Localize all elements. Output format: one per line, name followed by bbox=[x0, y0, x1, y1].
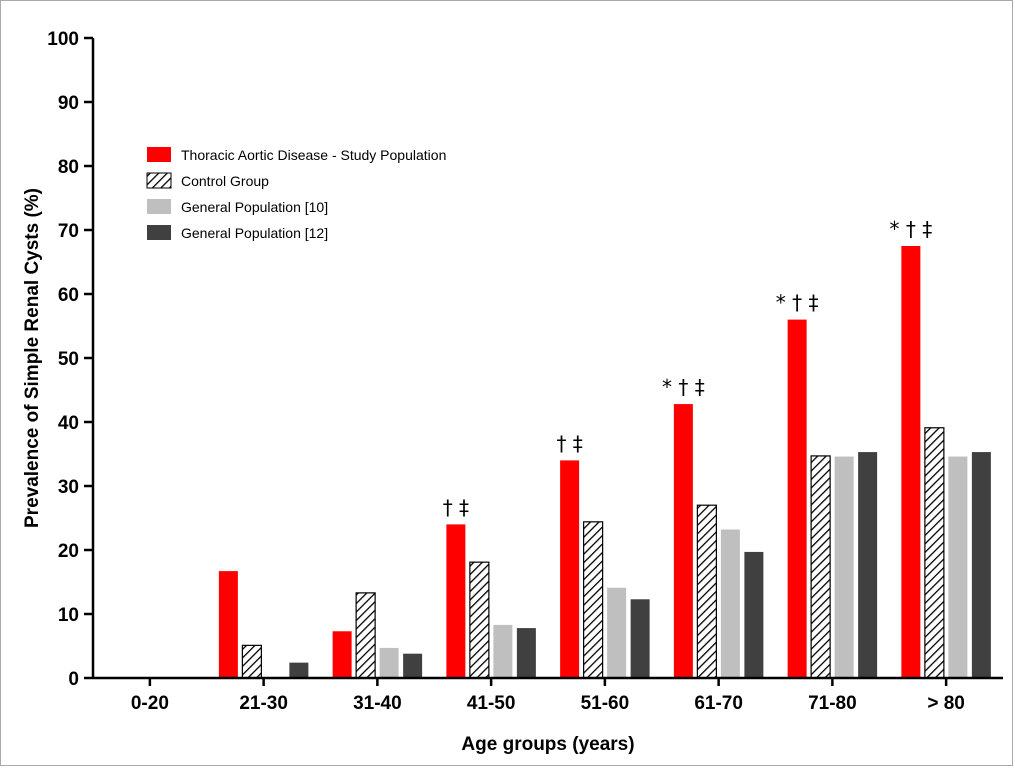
legend-label: Thoracic Aortic Disease - Study Populati… bbox=[181, 147, 446, 163]
bar bbox=[673, 404, 693, 678]
bar bbox=[720, 529, 740, 678]
bar bbox=[516, 628, 536, 678]
y-tick-label: 30 bbox=[58, 477, 79, 498]
y-tick-label: 40 bbox=[58, 413, 79, 434]
bar bbox=[583, 521, 604, 679]
y-tick-label: 100 bbox=[47, 29, 79, 50]
significance-annotation: * † ‡ bbox=[776, 291, 819, 315]
y-tick-label: 90 bbox=[58, 93, 79, 114]
legend: Thoracic Aortic Disease - Study Populati… bbox=[146, 147, 446, 241]
legend-swatch bbox=[147, 225, 171, 240]
legend-label: General Population [12] bbox=[181, 225, 328, 241]
y-tick-label: 80 bbox=[58, 157, 79, 178]
x-tick-label: 61-70 bbox=[694, 693, 743, 714]
x-tick-label: 21-30 bbox=[239, 693, 288, 714]
x-tick-label: 71-80 bbox=[808, 693, 857, 714]
bar bbox=[218, 571, 238, 678]
y-axis-ticks: 0 10 20 30 40 50 60 70 80 90 100 bbox=[47, 29, 93, 690]
legend-swatch bbox=[146, 172, 172, 189]
legend-swatch bbox=[147, 147, 171, 162]
bars bbox=[218, 246, 991, 679]
legend-swatch bbox=[147, 199, 171, 214]
bar bbox=[446, 524, 466, 678]
y-tick-label: 0 bbox=[68, 669, 79, 690]
bar bbox=[241, 644, 262, 679]
bar bbox=[787, 319, 807, 678]
bar bbox=[355, 592, 376, 679]
significance-annotation: † ‡ bbox=[443, 495, 469, 519]
bar bbox=[696, 504, 717, 679]
bar bbox=[948, 456, 968, 678]
y-tick-label: 20 bbox=[58, 541, 79, 562]
bar bbox=[924, 427, 945, 679]
x-tick-label: 41-50 bbox=[467, 693, 516, 714]
x-tick-label: 51-60 bbox=[581, 693, 630, 714]
bar bbox=[630, 599, 650, 678]
bar bbox=[901, 246, 921, 678]
y-tick-label: 50 bbox=[58, 349, 79, 370]
bar bbox=[560, 460, 580, 678]
bar bbox=[744, 551, 764, 678]
bar bbox=[403, 653, 423, 678]
bar bbox=[469, 561, 490, 679]
significance-annotation: * † ‡ bbox=[890, 217, 933, 241]
y-tick-label: 10 bbox=[58, 605, 79, 626]
y-tick-label: 70 bbox=[58, 221, 79, 242]
legend-label: General Population [10] bbox=[181, 199, 328, 215]
bar bbox=[607, 587, 627, 678]
x-axis-title: Age groups (years) bbox=[461, 734, 634, 755]
bar bbox=[379, 647, 399, 678]
significance-annotations: † ‡ † ‡ * † ‡ * † ‡ * † ‡ bbox=[443, 217, 933, 519]
legend-label: Control Group bbox=[181, 173, 269, 189]
x-tick-label: 31-40 bbox=[353, 693, 402, 714]
x-tick-label: 0-20 bbox=[131, 693, 169, 714]
significance-annotation: * † ‡ bbox=[662, 375, 705, 399]
bar bbox=[493, 624, 513, 678]
y-axis-title: Prevalence of Simple Renal Cysts (%) bbox=[22, 188, 43, 528]
bar bbox=[834, 456, 854, 678]
bar bbox=[810, 455, 831, 679]
bar bbox=[332, 631, 352, 678]
significance-annotation: † ‡ bbox=[556, 431, 582, 455]
bar bbox=[971, 452, 991, 678]
bar bbox=[289, 662, 309, 678]
bar bbox=[858, 452, 878, 678]
y-tick-label: 60 bbox=[58, 285, 79, 306]
x-axis-ticks: 0-20 21-30 31-40 41-50 51-60 61-70 71-80 > 80 bbox=[131, 678, 965, 714]
x-tick-label: > 80 bbox=[927, 693, 965, 714]
